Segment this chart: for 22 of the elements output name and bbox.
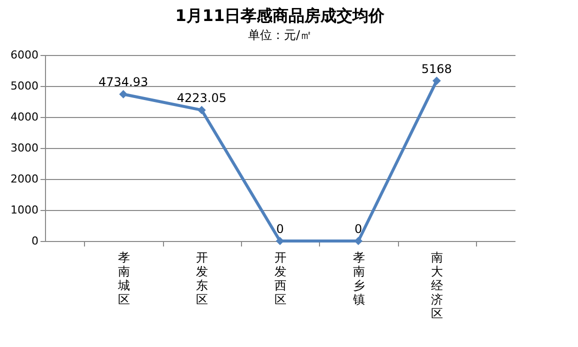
x-tick-label: 孝南城区 (116, 250, 130, 306)
y-tick-label: 6000 (10, 48, 38, 62)
text: 单位：元/㎡ (248, 28, 312, 42)
x-tick-label: 南大经济区 (431, 250, 444, 320)
data-label: 0 (354, 222, 362, 236)
y-tick-label: 1000 (10, 204, 38, 216)
y-tick-label: 0 (32, 234, 38, 248)
data-label: 5168 (421, 62, 452, 76)
y-tick-label: 4000 (10, 110, 38, 124)
data-label: 0 (276, 222, 284, 236)
y-tick-label: 5000 (10, 80, 38, 92)
x-tick-label: 开发西区 (274, 250, 286, 306)
chart-title: 1月11日孝感商品房成交均价 (175, 6, 386, 25)
data-label: 4734.93 (98, 75, 148, 90)
point (197, 106, 206, 114)
y-tick-label: 3000 (10, 142, 38, 154)
point (119, 90, 128, 98)
point (432, 76, 441, 85)
y-tick-label: 2000 (10, 172, 38, 186)
x-tick-label: 开发东区 (196, 250, 208, 306)
x-tick-label: 孝南乡镇 (352, 250, 365, 306)
data-label: 4223.05 (176, 91, 226, 106)
